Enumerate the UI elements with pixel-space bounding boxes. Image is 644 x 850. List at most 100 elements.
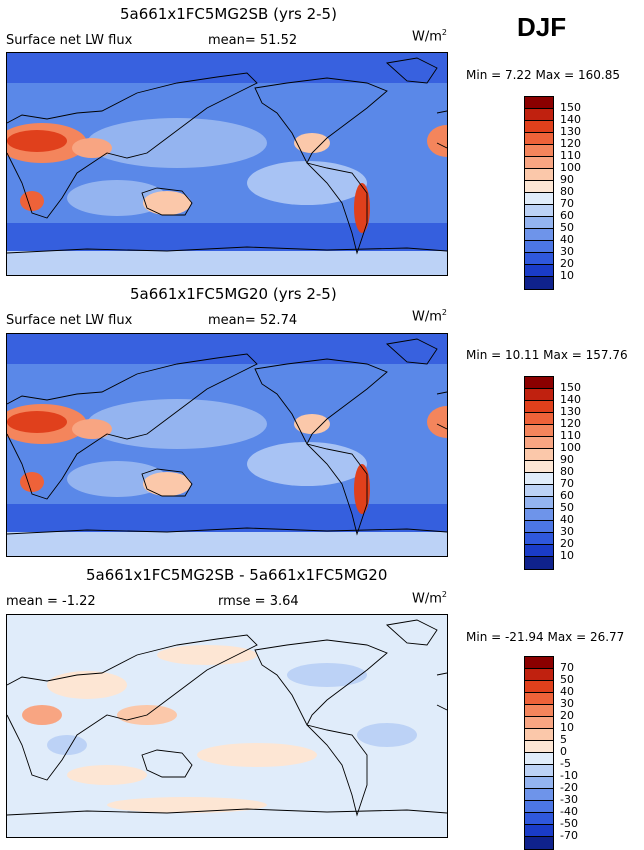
panel3-colorbar-label: 5 (560, 733, 567, 746)
panel3-colorbar-cell (525, 789, 553, 801)
panel1-colorbar-cell (525, 145, 553, 157)
panel3-colorbar-label: 30 (560, 697, 574, 710)
panel1-colorbar-cell (525, 97, 553, 109)
panel2-colorbar-cell (525, 545, 553, 557)
panel2-colorbar-label: 110 (560, 429, 581, 442)
panel2-colorbar-label: 60 (560, 489, 574, 502)
panel2-colorbar-label: 10 (560, 549, 574, 562)
panel1-colorbar-cell (525, 229, 553, 241)
panel2-colorbar-cell (525, 389, 553, 401)
panel3-colorbar-cell (525, 813, 553, 825)
panel3-colorbar (524, 656, 554, 850)
panel3-colorbar-cell (525, 717, 553, 729)
panel3-colorbar-cell (525, 765, 553, 777)
panel2-colorbar-cell (525, 425, 553, 437)
panel1-colorbar-cell (525, 133, 553, 145)
panel3-colorbar-cell (525, 729, 553, 741)
panel2-colorbar-label: 70 (560, 477, 574, 490)
panel1-colorbar-label: 100 (560, 161, 581, 174)
panel1-colorbar-cell (525, 217, 553, 229)
panel1-colorbar-cell (525, 253, 553, 265)
panel3-colorbar-label: -70 (560, 829, 578, 842)
panel1-mean-label: mean= 51.52 (208, 33, 298, 48)
panel2-title: 5a661x1FC5MG20 (yrs 2-5) (130, 285, 337, 303)
panel1-colorbar-label: 80 (560, 185, 574, 198)
panel3-colorbar-label: -40 (560, 805, 578, 818)
panel2-colorbar-cell (525, 437, 553, 449)
panel2-colorbar-cell (525, 461, 553, 473)
panel3-colorbar-cell (525, 777, 553, 789)
panel2-map (6, 333, 448, 557)
panel2-minmax: Min = 10.11 Max = 157.76 (466, 348, 628, 362)
panel2-colorbar-cell (525, 497, 553, 509)
panel2-colorbar-label: 20 (560, 537, 574, 550)
panel1-colorbar-cell (525, 169, 553, 181)
panel3-colorbar-label: -20 (560, 781, 578, 794)
panel1-colorbar-cell (525, 121, 553, 133)
panel3-colorbar-label: 0 (560, 745, 567, 758)
panel2-colorbar-label: 120 (560, 417, 581, 430)
panel1-colorbar-label: 40 (560, 233, 574, 246)
panel1-minmax: Min = 7.22 Max = 160.85 (466, 68, 620, 82)
panel3-colorbar-cell (525, 741, 553, 753)
panel1-map-svg (7, 53, 447, 275)
panel2-colorbar-cell (525, 413, 553, 425)
panel1-colorbar-label: 10 (560, 269, 574, 282)
panel3-colorbar-cell (525, 825, 553, 837)
panel2-variable-label: Surface net LW flux (6, 313, 133, 328)
panel3-colorbar-cell (525, 693, 553, 705)
panel3-colorbar-label: 20 (560, 709, 574, 722)
panel3-title: 5a661x1FC5MG2SB - 5a661x1FC5MG20 (86, 566, 388, 584)
panel3-colorbar-label: -50 (560, 817, 578, 830)
panel3-colorbar-labels: 70 50 40 30 20 10 5 0 -5 -10 -20 -30 -40… (560, 662, 578, 842)
panel2-colorbar-label: 50 (560, 501, 574, 514)
panel1-colorbar-label: 70 (560, 197, 574, 210)
panel1-colorbar-cell (525, 277, 553, 289)
panel2-colorbar-cell (525, 401, 553, 413)
panel2-units: W/m2 (412, 308, 447, 325)
panel3-mean-label: mean = -1.22 (6, 594, 96, 609)
panel1-colorbar-label: 20 (560, 257, 574, 270)
panel1-colorbar-label: 60 (560, 209, 574, 222)
panel3-units: W/m2 (412, 590, 447, 607)
panel1-map (6, 52, 448, 276)
panel1-colorbar-cell (525, 157, 553, 169)
panel1-colorbar-label: 140 (560, 113, 581, 126)
panel1-colorbar-cell (525, 181, 553, 193)
panel3-colorbar-cell (525, 801, 553, 813)
panel2-colorbar-label: 130 (560, 405, 581, 418)
panel3-map-svg (7, 615, 447, 837)
panel3-colorbar-label: 40 (560, 685, 574, 698)
panel1-title: 5a661x1FC5MG2SB (yrs 2-5) (120, 5, 337, 23)
panel2-colorbar-cell (525, 557, 553, 569)
panel1-colorbar-label: 50 (560, 221, 574, 234)
panel3-colorbar-cell (525, 681, 553, 693)
panel2-colorbar-cell (525, 521, 553, 533)
panel3-colorbar-label: -30 (560, 793, 578, 806)
panel3-minmax: Min = -21.94 Max = 26.77 (466, 630, 625, 644)
panel2-colorbar (524, 376, 554, 570)
panel3-colorbar-label: 10 (560, 721, 574, 734)
panel1-colorbar-label: 90 (560, 173, 574, 186)
panel1-colorbar-cell (525, 241, 553, 253)
panel2-colorbar-label: 80 (560, 465, 574, 478)
panel3-colorbar-cell (525, 837, 553, 849)
panel2-colorbar-labels: 150 140 130 120 110 100 90 80 70 60 50 4… (560, 382, 581, 562)
panel2-colorbar-label: 30 (560, 525, 574, 538)
panel2-mean-label: mean= 52.74 (208, 313, 298, 328)
panel2-colorbar-label: 40 (560, 513, 574, 526)
panel3-colorbar-label: -10 (560, 769, 578, 782)
panel3-rmse-label: rmse = 3.64 (218, 594, 299, 609)
panel3-colorbar-label: 70 (560, 661, 574, 674)
panel3-colorbar-label: 50 (560, 673, 574, 686)
panel2-colorbar-cell (525, 377, 553, 389)
panel1-colorbar-label: 120 (560, 137, 581, 150)
panel2-colorbar-label: 140 (560, 393, 581, 406)
panel2-colorbar-cell (525, 473, 553, 485)
panel2-colorbar-cell (525, 533, 553, 545)
panel1-units: W/m2 (412, 28, 447, 45)
panel2-colorbar-cell (525, 485, 553, 497)
panel2-colorbar-label: 100 (560, 441, 581, 454)
panel3-map (6, 614, 448, 838)
panel1-colorbar (524, 96, 554, 290)
